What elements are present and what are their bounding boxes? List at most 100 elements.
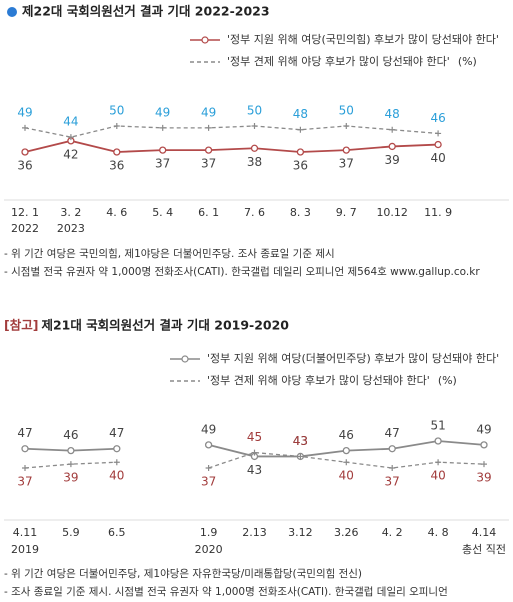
data-label: 50 [247, 104, 262, 118]
x-tick-label: 3.26 [334, 526, 359, 539]
data-label: 38 [247, 155, 262, 169]
marker [297, 126, 304, 133]
marker [389, 465, 396, 471]
marker [159, 146, 167, 154]
marker [22, 124, 28, 131]
data-label: 47 [17, 426, 32, 440]
x-tick-label: 4. 2 [382, 526, 403, 539]
marker [205, 124, 212, 131]
x-tick-label: 3. 2 [60, 206, 81, 219]
data-label: 48 [385, 107, 400, 121]
unit-label: (%) [438, 374, 457, 387]
data-label: 49 [201, 422, 216, 436]
x-tick-label: 9. 7 [336, 206, 357, 219]
marker [113, 148, 121, 156]
data-label: 37 [385, 475, 400, 489]
marker [204, 441, 213, 449]
marker [388, 142, 396, 151]
x-tick-label: 4. 8 [428, 526, 449, 539]
footnote: - 위 기간 여당은 국민의힘, 제1야당은 더불어민주당. 조사 종료일 기준… [4, 247, 335, 260]
x-tick-label: 4. 6 [106, 206, 127, 219]
legend-label: '정부 견제 위해 야당 후보가 많이 당선돼야 한다' [207, 373, 430, 387]
x-tick-label: 6. 1 [198, 206, 219, 219]
footnote: - 시점별 전국 유권자 약 1,000명 전화조사(CATI). 한국갤럽 데… [4, 265, 480, 278]
unit-label: (%) [458, 55, 477, 68]
data-label: 37 [17, 475, 32, 489]
marker [67, 446, 75, 455]
marker [343, 123, 350, 129]
chart-title: 제22대 국회의원선거 결과 기대 2022-2023 [22, 4, 270, 19]
marker [435, 130, 442, 137]
data-label: 45 [247, 430, 262, 444]
series-line [24, 125, 439, 138]
year-label: 2019 [11, 543, 39, 556]
marker [388, 445, 396, 453]
marker [21, 148, 29, 156]
data-label: 46 [339, 428, 354, 442]
data-label: 46 [63, 428, 78, 442]
x-tick-label: 10.12 [376, 206, 408, 219]
x-tick-label: 8. 3 [290, 206, 311, 219]
data-label: 40 [430, 151, 445, 165]
x-tick-label: 1.9 [200, 526, 218, 539]
marker [481, 461, 487, 468]
footnote: - 조사 종료일 기준 제시. 시점별 전국 유권자 약 1,000명 전화조사… [4, 585, 448, 598]
marker [389, 126, 396, 133]
data-label: 49 [476, 422, 491, 436]
marker [205, 465, 212, 471]
data-label: 51 [430, 419, 445, 433]
data-label: 40 [430, 469, 445, 483]
data-label: 36 [17, 159, 32, 173]
x-tick-label: 4.11 [13, 526, 38, 539]
marker [67, 134, 74, 141]
marker [159, 124, 166, 131]
data-label: 40 [339, 469, 354, 483]
data-label: 39 [63, 471, 78, 485]
data-label: 50 [339, 104, 354, 118]
data-label: 40 [109, 469, 124, 483]
data-label: 37 [155, 157, 170, 171]
data-label: 39 [476, 471, 491, 485]
marker [251, 123, 258, 129]
data-label: 37 [201, 475, 216, 489]
marker [113, 445, 121, 453]
title-prefix: [참고] [4, 318, 38, 333]
x-tick-label: 5. 4 [152, 206, 173, 219]
marker [297, 453, 304, 460]
data-label: 47 [385, 426, 400, 440]
marker [342, 146, 350, 154]
legend-label: '정부 지원 위해 여당(국민의힘) 후보가 많이 당선돼야 한다' [227, 32, 499, 46]
data-label: 49 [17, 105, 32, 119]
series-line [24, 139, 439, 153]
year-label: 2022 [11, 222, 39, 235]
marker [250, 144, 259, 152]
x-tick-label: 7. 6 [244, 206, 265, 219]
data-label: 49 [201, 105, 216, 119]
x-tick-label: 3.12 [288, 526, 313, 539]
x-tick-label: 6.5 [108, 526, 126, 539]
data-label: 37 [201, 157, 216, 171]
data-label: 46 [430, 111, 445, 125]
data-label: 50 [109, 104, 124, 118]
year-label: 2023 [57, 222, 85, 235]
legend-marker [181, 355, 189, 363]
title-icon [7, 7, 17, 17]
data-label: 43 [247, 463, 262, 477]
data-label: 43 [293, 434, 308, 448]
data-label: 42 [63, 147, 78, 161]
x-tick-label: 11. 9 [424, 206, 452, 219]
marker [343, 459, 350, 466]
marker [296, 148, 305, 156]
year-label: 총선 직전 [462, 543, 506, 556]
marker [113, 459, 120, 466]
chart-title: 제21대 국회의원선거 결과 기대 2019-2020 [41, 318, 289, 333]
marker [113, 123, 120, 129]
marker [435, 459, 442, 466]
marker [21, 445, 29, 453]
data-label: 49 [155, 105, 170, 119]
legend-label: '정부 지원 위해 여당(더불어민주당) 후보가 많이 당선돼야 한다' [207, 351, 499, 365]
data-label: 48 [293, 107, 308, 121]
x-tick-label: 2.13 [242, 526, 267, 539]
data-label: 36 [109, 159, 124, 173]
data-label: 44 [63, 115, 78, 129]
